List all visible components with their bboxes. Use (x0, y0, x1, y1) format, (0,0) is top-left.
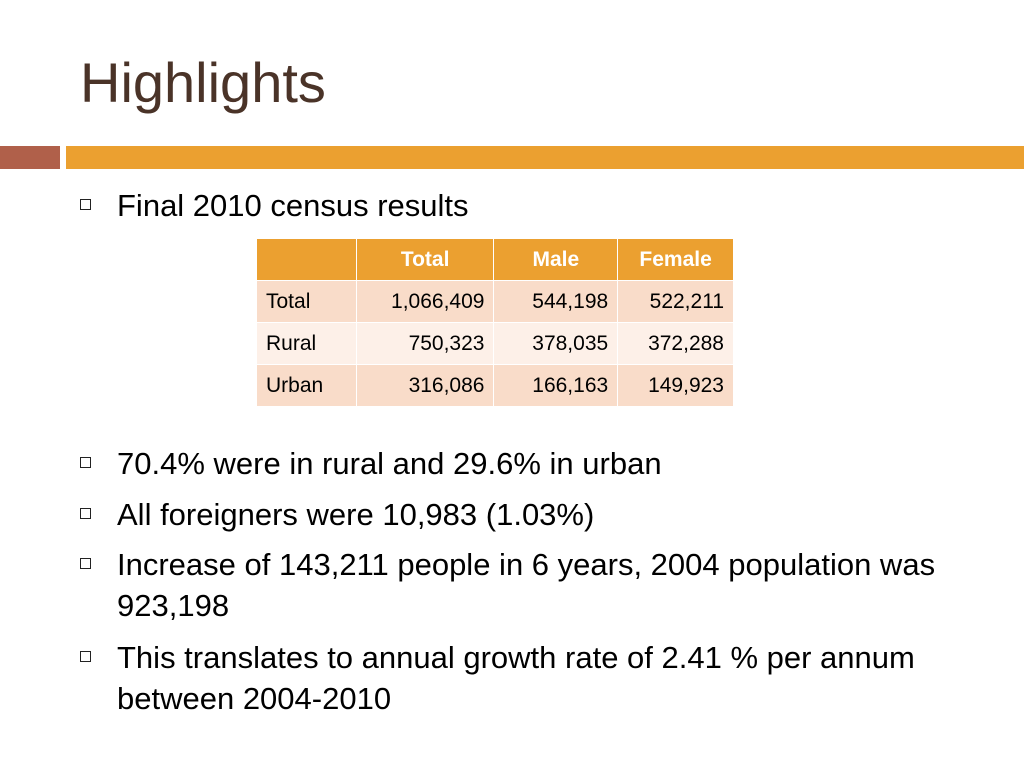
hollow-square-bullet-icon (80, 457, 91, 468)
table-row-label: Urban (256, 364, 357, 407)
table-cell-male: 544,198 (493, 280, 619, 323)
table-row-label: Rural (256, 322, 357, 365)
hollow-square-bullet-icon (80, 508, 91, 519)
census-results-table: Total Male Female Total 1,066,409 544,19… (256, 238, 734, 407)
bullet-text: Final 2010 census results (117, 188, 469, 223)
bullet-item-population-increase: Increase of 143,211 people in 6 years, 2… (80, 544, 960, 626)
hollow-square-bullet-icon (80, 651, 91, 662)
title-accent-bar-right (66, 146, 1024, 169)
table-cell-total: 316,086 (355, 364, 495, 407)
bullet-text: 70.4% were in rural and 29.6% in urban (117, 446, 662, 481)
table-header-cell-empty (256, 238, 357, 281)
bullet-item-census-results: Final 2010 census results (80, 185, 960, 226)
bullet-item-foreigners: All foreigners were 10,983 (1.03%) (80, 494, 960, 535)
table-header-row: Total Male Female (256, 238, 734, 281)
bullet-item-growth-rate: This translates to annual growth rate of… (80, 637, 960, 719)
table-header-cell-male: Male (493, 238, 619, 281)
table-cell-total: 750,323 (355, 322, 495, 365)
table-row: Rural 750,323 378,035 372,288 (256, 322, 734, 365)
table-cell-female: 149,923 (617, 364, 734, 407)
table-cell-female: 522,211 (617, 280, 734, 323)
table-row: Total 1,066,409 544,198 522,211 (256, 280, 734, 323)
table-row-label: Total (256, 280, 357, 323)
slide-title: Highlights (80, 51, 326, 114)
table-cell-female: 372,288 (617, 322, 734, 365)
table-cell-total: 1,066,409 (355, 280, 495, 323)
bullet-item-rural-urban-share: 70.4% were in rural and 29.6% in urban (80, 443, 960, 484)
bullet-text: This translates to annual growth rate of… (117, 640, 915, 716)
table-header-cell-total: Total (355, 238, 495, 281)
bullet-text: All foreigners were 10,983 (1.03%) (117, 497, 595, 532)
table-header-cell-female: Female (617, 238, 734, 281)
table-cell-male: 166,163 (493, 364, 619, 407)
hollow-square-bullet-icon (80, 199, 91, 210)
table-cell-male: 378,035 (493, 322, 619, 365)
hollow-square-bullet-icon (80, 558, 91, 569)
title-accent-bar-left (0, 146, 60, 169)
table-row: Urban 316,086 166,163 149,923 (256, 364, 734, 407)
bullet-text: Increase of 143,211 people in 6 years, 2… (117, 547, 936, 623)
